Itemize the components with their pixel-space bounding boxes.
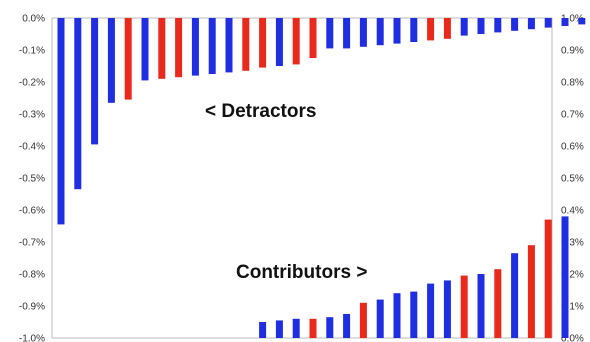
right-tick-label: 0.8% [561, 78, 584, 89]
contributor-bar [275, 320, 283, 338]
contributor-bar [309, 318, 317, 338]
contributor-bar [343, 314, 351, 338]
detractor-bar [74, 18, 82, 190]
right-tick-label: 0.5% [561, 174, 584, 185]
detractor-bar [393, 18, 401, 44]
detractor-bar [309, 18, 317, 58]
detractor-bar [275, 18, 283, 66]
detractor-bar [427, 18, 435, 41]
contributor-bars [259, 216, 569, 338]
detractor-bars [57, 18, 586, 225]
left-tick-label: -0.6% [19, 206, 45, 217]
detractor-bar [343, 18, 351, 49]
detractor-bar [561, 18, 569, 26]
right-tick-label: 0.4% [561, 206, 584, 217]
contributors-annotation: Contributors > [236, 262, 367, 283]
contributor-bar [511, 253, 519, 338]
contributor-bar [393, 293, 401, 338]
detractors-annotation: < Detractors [205, 101, 316, 122]
left-tick-label: -0.1% [19, 46, 45, 57]
left-tick-label: -0.9% [19, 302, 45, 313]
contributor-bar [292, 318, 300, 338]
detractor-bar [544, 18, 552, 28]
contributor-bar [544, 219, 552, 338]
left-tick-label: -0.3% [19, 110, 45, 121]
detractor-bar [443, 18, 451, 39]
detractor-bar [410, 18, 418, 42]
left-tick-label: -0.4% [19, 142, 45, 153]
detractor-bar [225, 18, 233, 73]
detractor-bar [107, 18, 115, 103]
detractor-bar [124, 18, 132, 100]
contributor-bar [259, 322, 267, 338]
left-tick-label: -0.5% [19, 174, 45, 185]
contributor-bar [410, 291, 418, 338]
detractor-bar [175, 18, 183, 78]
contributor-bar [527, 245, 535, 338]
detractor-bar [141, 18, 149, 81]
right-tick-label: 0.0% [561, 334, 584, 342]
detractor-bar [242, 18, 250, 71]
right-axis-ticks: 1.0% 0.9% 0.8% 0.7% 0.6% 0.5% 0.4% 0.3% 0.2% 0.1%… [561, 14, 584, 342]
detractor-bar [477, 18, 485, 34]
left-tick-label: 0.0% [22, 14, 45, 25]
right-tick-label: 0.7% [561, 110, 584, 121]
detractor-bar [259, 18, 267, 68]
left-tick-label: -0.8% [19, 270, 45, 281]
right-tick-label: 0.6% [561, 142, 584, 153]
contributor-bar [561, 216, 569, 338]
left-tick-label: -1.0% [19, 334, 45, 342]
detractor-bar [527, 18, 535, 30]
right-tick-label: 1.0% [561, 14, 584, 25]
contributor-bar [494, 269, 502, 338]
contributor-bar [443, 280, 451, 338]
left-tick-label: -0.7% [19, 238, 45, 249]
detractor-bar [326, 18, 334, 49]
detractor-bar [359, 18, 367, 47]
right-tick-label: 0.9% [561, 46, 584, 57]
detractor-bar [57, 18, 65, 225]
detractor-bar [376, 18, 384, 46]
right-tick-label: 0.3% [561, 238, 584, 249]
left-tick-label: -0.2% [19, 78, 45, 89]
detractor-bar [511, 18, 519, 31]
contributor-bar [477, 274, 485, 338]
detractor-bar [578, 18, 586, 25]
right-tick-label: 0.1% [561, 302, 584, 313]
detractor-bar [460, 18, 468, 36]
detractor-bar [494, 18, 502, 33]
contributor-bar [326, 317, 334, 338]
left-axis-ticks: 0.0% -0.1% -0.2% -0.3% -0.4% -0.5% -0.6% -0.7% -… [19, 14, 45, 342]
contributor-bar [376, 299, 384, 338]
detractor-bar [191, 18, 199, 76]
contributor-bar [359, 302, 367, 338]
detractor-bar [208, 18, 216, 74]
detractor-bar [158, 18, 166, 79]
detractor-bar [292, 18, 300, 65]
right-tick-label: 0.2% [561, 270, 584, 281]
contributor-bar [427, 283, 435, 338]
contributor-bar [460, 275, 468, 338]
detractor-bar [91, 18, 99, 145]
